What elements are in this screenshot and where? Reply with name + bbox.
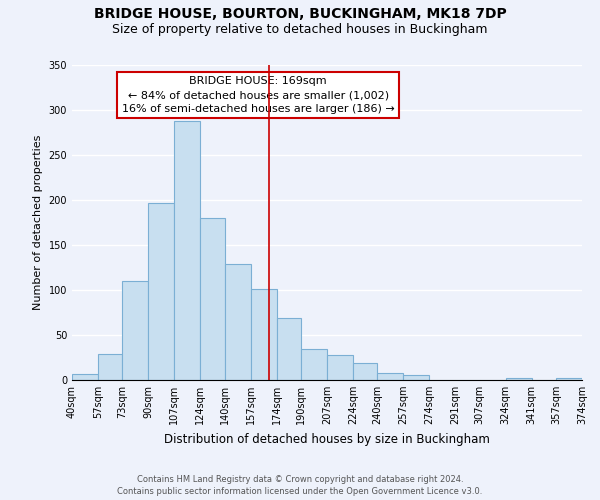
Text: Contains HM Land Registry data © Crown copyright and database right 2024.
Contai: Contains HM Land Registry data © Crown c… bbox=[118, 474, 482, 496]
Bar bbox=[506, 378, 532, 380]
Bar bbox=[377, 373, 403, 380]
Y-axis label: Number of detached properties: Number of detached properties bbox=[33, 135, 43, 310]
Bar bbox=[403, 374, 430, 380]
Bar bbox=[122, 281, 148, 380]
Bar bbox=[224, 264, 251, 380]
Bar bbox=[251, 289, 277, 380]
Text: Size of property relative to detached houses in Buckingham: Size of property relative to detached ho… bbox=[112, 22, 488, 36]
Bar bbox=[175, 121, 200, 380]
Text: BRIDGE HOUSE: 169sqm
← 84% of detached houses are smaller (1,002)
16% of semi-de: BRIDGE HOUSE: 169sqm ← 84% of detached h… bbox=[122, 76, 395, 114]
Bar bbox=[327, 355, 353, 380]
Bar bbox=[148, 202, 175, 380]
Bar bbox=[200, 218, 224, 380]
Bar bbox=[277, 318, 301, 380]
Bar bbox=[353, 363, 377, 380]
Bar bbox=[72, 374, 98, 380]
Bar bbox=[98, 354, 122, 380]
Bar bbox=[556, 378, 582, 380]
Text: BRIDGE HOUSE, BOURTON, BUCKINGHAM, MK18 7DP: BRIDGE HOUSE, BOURTON, BUCKINGHAM, MK18 … bbox=[94, 8, 506, 22]
Bar bbox=[301, 348, 327, 380]
X-axis label: Distribution of detached houses by size in Buckingham: Distribution of detached houses by size … bbox=[164, 432, 490, 446]
